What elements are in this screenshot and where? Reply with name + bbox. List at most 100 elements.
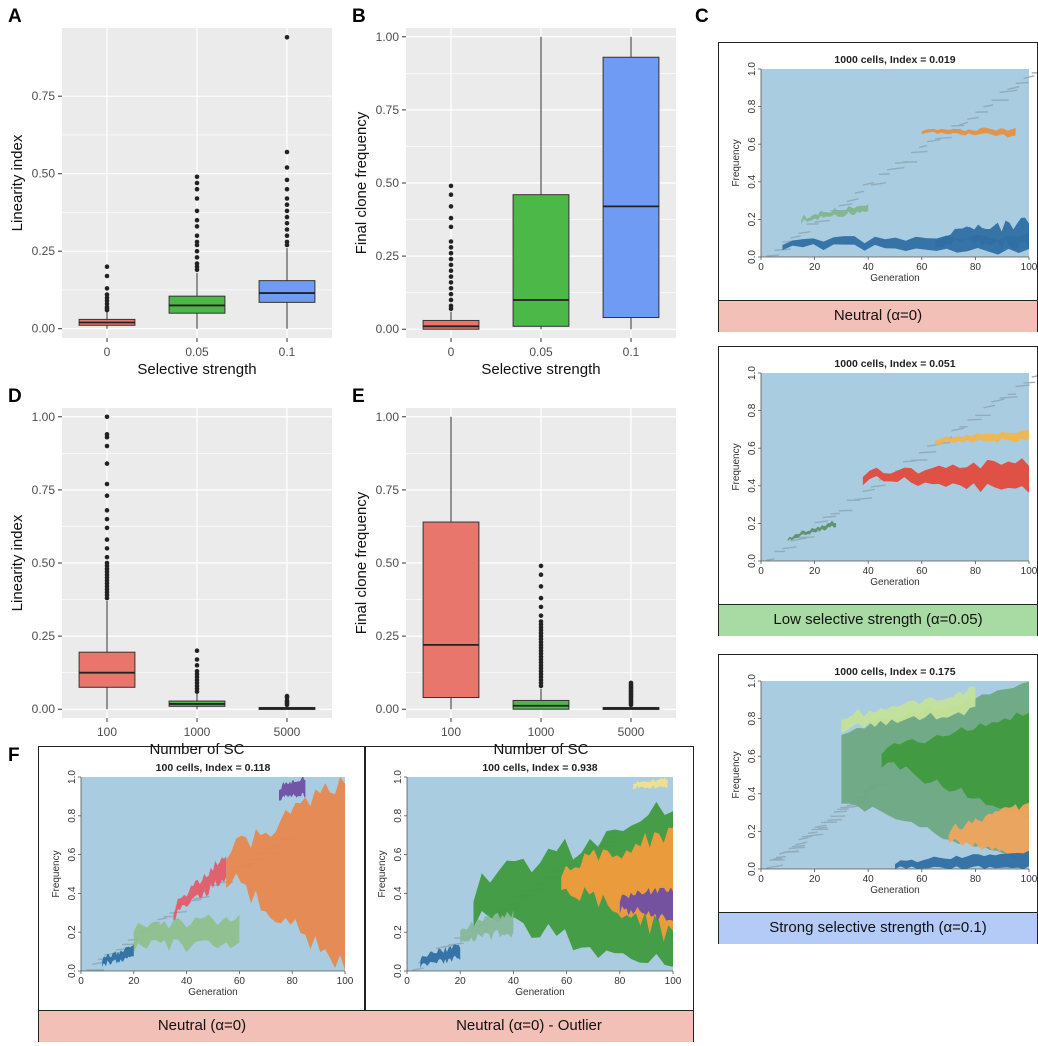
outlier-point bbox=[104, 493, 110, 499]
x-axis-label: Generation bbox=[870, 577, 919, 588]
outlier-point bbox=[284, 227, 290, 232]
outlier-point bbox=[284, 233, 290, 238]
clone-area bbox=[619, 887, 673, 922]
outlier-point bbox=[194, 233, 200, 238]
outlier-point bbox=[538, 572, 544, 577]
x-tick-label: 5000 bbox=[618, 725, 645, 739]
x-tick-label: 60 bbox=[916, 262, 928, 273]
outlier-point bbox=[194, 657, 200, 662]
y-tick-label: 1.00 bbox=[376, 410, 400, 424]
y-axis-label: Frequency bbox=[51, 850, 62, 897]
y-tick-label: 0.0 bbox=[747, 862, 758, 876]
outlier-point bbox=[284, 221, 290, 226]
y-tick-label: 0.00 bbox=[32, 322, 56, 336]
y-tick-label: 0.6 bbox=[747, 441, 758, 455]
y-tick-label: 0.25 bbox=[376, 629, 400, 643]
panel-label-f: F bbox=[8, 745, 20, 766]
muller-title: 1000 cells, Index = 0.175 bbox=[834, 666, 955, 678]
x-axis-label: Generation bbox=[188, 987, 237, 998]
outlier-point bbox=[448, 262, 454, 268]
x-tick-label: 100 bbox=[665, 976, 682, 987]
clone-area bbox=[935, 217, 1029, 250]
outlier-point bbox=[284, 177, 290, 183]
x-tick-label: 80 bbox=[970, 874, 982, 885]
y-tick-label: 0.2 bbox=[747, 212, 758, 226]
x-tick-label: 0 bbox=[758, 262, 764, 273]
x-tick-label: 60 bbox=[916, 874, 928, 885]
outlier-point bbox=[448, 239, 454, 244]
clone-area bbox=[935, 430, 1029, 445]
y-axis-label: Frequency bbox=[731, 443, 742, 490]
y-axis-label: Frequency bbox=[731, 751, 742, 798]
outlier-point bbox=[448, 268, 454, 274]
clone-area bbox=[881, 712, 1029, 820]
clone-area bbox=[173, 856, 227, 921]
outlier-point bbox=[104, 537, 110, 542]
x-axis-label: Generation bbox=[515, 987, 564, 998]
outlier-point bbox=[284, 693, 290, 699]
outlier-point bbox=[104, 292, 110, 297]
outlier-point bbox=[194, 668, 200, 674]
outlier-point bbox=[284, 35, 290, 40]
clone-area bbox=[226, 777, 345, 970]
panel-label-e: E bbox=[352, 386, 365, 407]
y-tick-label: 0.8 bbox=[393, 808, 404, 822]
y-axis-label: Final clone frequency bbox=[353, 111, 370, 254]
y-tick-label: 0.25 bbox=[376, 249, 400, 263]
outlier-point bbox=[104, 560, 110, 566]
x-tick-label: 100 bbox=[1021, 262, 1037, 273]
outlier-point bbox=[194, 255, 200, 260]
outlier-point bbox=[284, 202, 290, 207]
y-tick-label: 0.50 bbox=[32, 556, 56, 570]
x-tick-label: 20 bbox=[809, 262, 821, 273]
x-tick-label: 5000 bbox=[274, 725, 301, 739]
y-tick-label: 1.0 bbox=[747, 366, 758, 380]
outlier-point bbox=[104, 525, 110, 531]
outlier-point bbox=[104, 264, 110, 270]
outlier-point bbox=[194, 196, 200, 201]
x-tick-label: 100 bbox=[1021, 566, 1037, 577]
y-tick-label: 0.0 bbox=[747, 250, 758, 264]
outlier-point bbox=[448, 280, 454, 285]
boxplot-d: 0.00 0.25 0.50 0.75 1.00 100 1000 5000 Number of… bbox=[9, 408, 332, 758]
caption-c2: Low selective strength (α=0.05) bbox=[719, 604, 1037, 636]
outlier-point bbox=[194, 208, 200, 214]
outlier-point bbox=[448, 215, 454, 221]
muller-title: 1000 cells, Index = 0.051 bbox=[834, 358, 955, 370]
x-tick-label: 100 bbox=[1021, 874, 1037, 885]
outlier-point bbox=[448, 285, 454, 291]
clone-area bbox=[102, 944, 134, 968]
x-tick-label: 40 bbox=[181, 976, 193, 987]
y-tick-label: 1.00 bbox=[376, 30, 400, 44]
outlier-point bbox=[194, 186, 200, 192]
y-axis-label: Final clone frequency bbox=[353, 491, 370, 634]
y-tick-label: 0.00 bbox=[376, 322, 400, 336]
box-2 bbox=[602, 56, 660, 319]
box-1 bbox=[512, 194, 570, 327]
y-tick-label: 0.0 bbox=[747, 554, 758, 568]
outlier-point bbox=[538, 595, 544, 601]
outlier-point bbox=[194, 663, 200, 668]
outlier-point bbox=[104, 432, 110, 437]
outlier-point bbox=[448, 303, 454, 309]
outlier-point bbox=[284, 186, 290, 192]
outlier-point bbox=[628, 680, 634, 686]
clone-area bbox=[133, 914, 240, 953]
clone-area bbox=[921, 127, 1016, 138]
y-tick-label: 1.0 bbox=[393, 770, 404, 784]
outlier-point bbox=[448, 224, 454, 230]
muller-title: 100 cells, Index = 0.938 bbox=[482, 762, 597, 774]
muller-c2: 1000 cells, Index = 0.051 0 20 40 60 80 100 0.0… bbox=[731, 358, 1037, 588]
y-tick-label: 1.0 bbox=[67, 770, 78, 784]
outlier-point bbox=[448, 297, 454, 303]
x-tick-label: 0 bbox=[758, 874, 764, 885]
muller-c1: 1000 cells, Index = 0.019 0 20 40 60 80 100 0.0… bbox=[731, 54, 1037, 284]
clone-area bbox=[895, 850, 1029, 869]
outlier-point bbox=[538, 604, 544, 610]
box-0 bbox=[422, 319, 480, 330]
y-tick-label: 0.75 bbox=[376, 483, 400, 497]
x-tick-label: 0.05 bbox=[529, 345, 553, 359]
x-tick-label: 40 bbox=[508, 976, 520, 987]
muller-title: 1000 cells, Index = 0.019 bbox=[834, 54, 955, 66]
x-tick-label: 0.1 bbox=[623, 345, 640, 359]
